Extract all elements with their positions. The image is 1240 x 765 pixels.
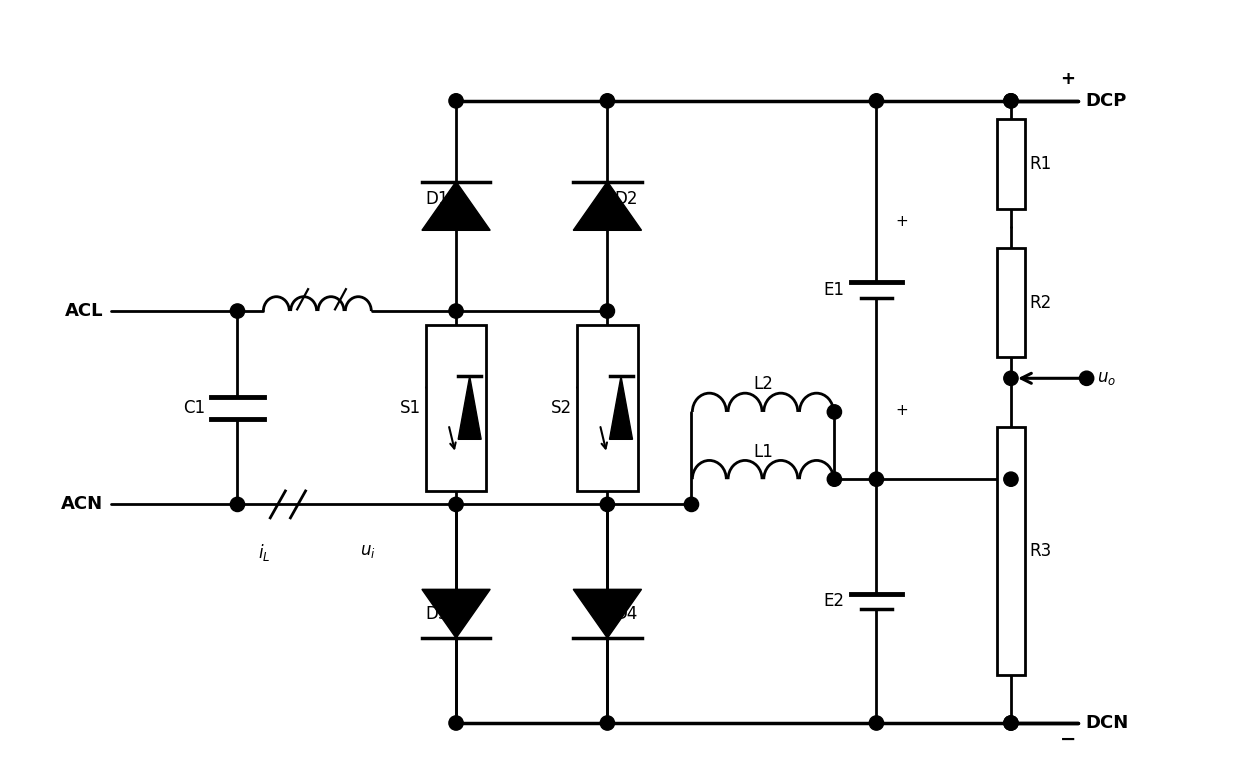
Text: S1: S1 <box>399 399 420 417</box>
Circle shape <box>1004 716 1018 730</box>
Text: +: + <box>895 214 908 230</box>
Text: $i_L$: $i_L$ <box>258 542 270 563</box>
Circle shape <box>449 716 464 730</box>
Text: L2: L2 <box>753 376 773 393</box>
Circle shape <box>1004 93 1018 108</box>
Text: C1: C1 <box>184 399 206 417</box>
Circle shape <box>449 93 464 108</box>
Circle shape <box>1080 371 1094 386</box>
Bar <box>425 324 486 491</box>
Text: DCN: DCN <box>1085 714 1128 732</box>
Circle shape <box>869 716 884 730</box>
Text: R3: R3 <box>1029 542 1052 560</box>
Circle shape <box>869 93 884 108</box>
Text: ACL: ACL <box>64 302 103 320</box>
Bar <box>577 324 637 491</box>
Bar <box>997 119 1025 210</box>
Circle shape <box>449 304 464 318</box>
Text: L1: L1 <box>753 443 773 461</box>
Polygon shape <box>610 376 632 439</box>
Text: +: + <box>895 403 908 418</box>
Text: D3: D3 <box>425 604 449 623</box>
Circle shape <box>600 716 615 730</box>
Circle shape <box>684 497 698 512</box>
Circle shape <box>1004 371 1018 386</box>
Circle shape <box>869 472 884 487</box>
Text: D2: D2 <box>614 190 637 208</box>
Circle shape <box>827 405 842 419</box>
Circle shape <box>600 93 615 108</box>
Text: R1: R1 <box>1029 155 1052 173</box>
Text: E1: E1 <box>823 281 844 299</box>
Text: R2: R2 <box>1029 294 1052 311</box>
Text: D4: D4 <box>614 604 637 623</box>
Bar <box>997 248 1025 357</box>
Circle shape <box>1004 93 1018 108</box>
Polygon shape <box>573 181 641 230</box>
Circle shape <box>231 304 244 318</box>
Text: +: + <box>1060 70 1075 88</box>
Circle shape <box>600 497 615 512</box>
Polygon shape <box>573 589 641 638</box>
Circle shape <box>231 497 244 512</box>
Text: DCP: DCP <box>1085 92 1126 110</box>
Polygon shape <box>422 181 490 230</box>
Text: D1: D1 <box>425 190 449 208</box>
Polygon shape <box>458 376 481 439</box>
Circle shape <box>1004 472 1018 487</box>
Circle shape <box>827 472 842 487</box>
Text: S2: S2 <box>551 399 572 417</box>
Text: −: − <box>1060 730 1076 749</box>
Text: $u_o$: $u_o$ <box>1096 369 1116 387</box>
Text: E2: E2 <box>823 592 844 610</box>
Text: ACN: ACN <box>61 496 103 513</box>
Circle shape <box>449 497 464 512</box>
Polygon shape <box>422 589 490 638</box>
Circle shape <box>600 304 615 318</box>
Circle shape <box>1004 716 1018 730</box>
Bar <box>997 427 1025 675</box>
Text: $u_i$: $u_i$ <box>360 542 376 560</box>
